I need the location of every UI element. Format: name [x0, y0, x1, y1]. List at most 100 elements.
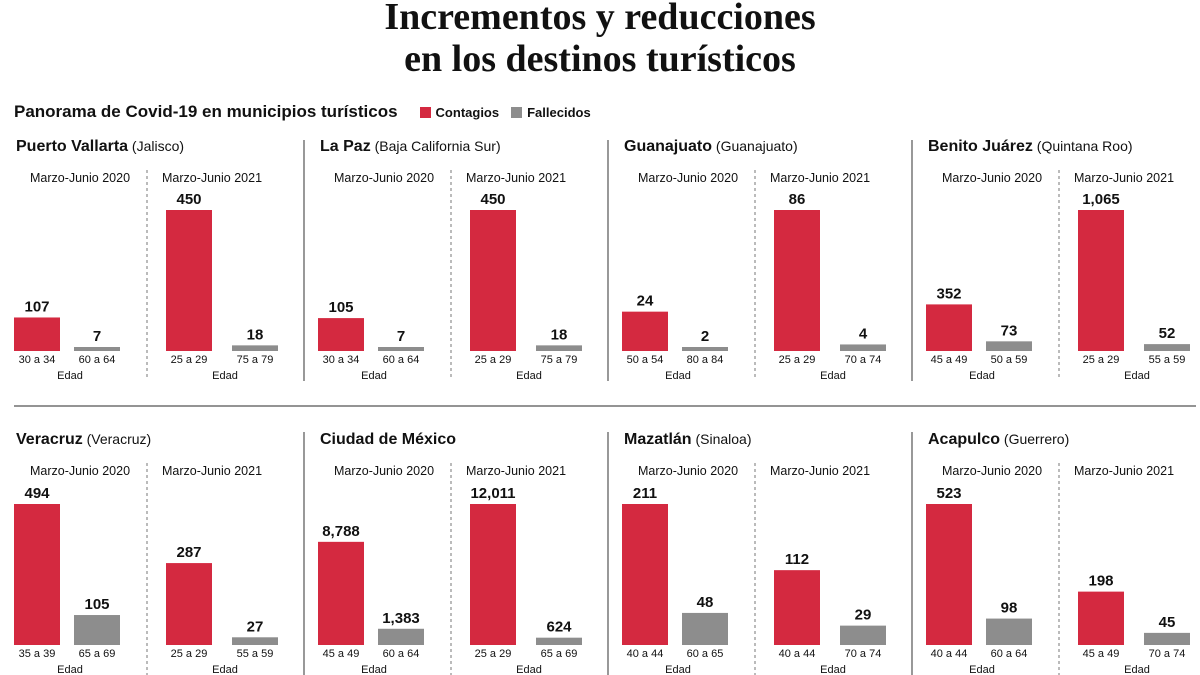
- bar-benito-juarez-1-fallecidos: [986, 341, 1032, 351]
- period-label-veracruz-1: Marzo-Junio 2020: [30, 464, 130, 478]
- bar-veracruz-1-contagios: [14, 504, 60, 645]
- axis-label-benito-juarez-2: Edad: [1124, 370, 1150, 382]
- city-title-ciudad-de-mexico: Ciudad de México: [320, 431, 456, 448]
- category-label-puerto-vallarta-2-contagios: 25 a 29: [171, 354, 208, 366]
- value-label-acapulco-1-contagios: 523: [936, 485, 961, 502]
- title-line-2: en los destinos turísticos: [404, 38, 796, 80]
- bar-la-paz-2-fallecidos: [536, 345, 582, 351]
- value-label-veracruz-2-fallecidos: 27: [247, 618, 264, 635]
- value-label-veracruz-1-contagios: 494: [24, 485, 50, 502]
- period-label-benito-juarez-2: Marzo-Junio 2021: [1074, 171, 1174, 185]
- value-label-guanajuato-1-contagios: 24: [637, 293, 654, 310]
- value-label-mazatlan-2-contagios: 112: [785, 551, 809, 568]
- value-label-la-paz-1-contagios: 105: [328, 299, 353, 316]
- bar-ciudad-de-mexico-1-fallecidos: [378, 628, 424, 645]
- state-name-la-paz: (Baja California Sur): [371, 138, 501, 154]
- bar-puerto-vallarta-1-fallecidos: [74, 347, 120, 351]
- axis-label-acapulco-2: Edad: [1124, 664, 1150, 675]
- bar-guanajuato-2-contagios: [774, 210, 820, 351]
- axis-label-puerto-vallarta-1: Edad: [57, 370, 83, 382]
- city-name-mazatlan: Mazatlán: [624, 431, 692, 448]
- category-label-puerto-vallarta-2-fallecidos: 75 a 79: [237, 354, 274, 366]
- city-name-acapulco: Acapulco: [928, 431, 1000, 448]
- legend-label-contagios: Contagios: [435, 104, 500, 120]
- axis-label-veracruz-2: Edad: [212, 664, 238, 675]
- bar-mazatlan-2-contagios: [774, 570, 820, 645]
- bar-mazatlan-2-fallecidos: [840, 625, 886, 645]
- category-label-ciudad-de-mexico-1-contagios: 45 a 49: [323, 648, 360, 660]
- legend-swatch-fallecidos: [511, 106, 523, 118]
- category-label-veracruz-1-contagios: 35 a 39: [19, 648, 56, 660]
- value-label-benito-juarez-2-fallecidos: 52: [1159, 325, 1176, 342]
- bar-veracruz-2-contagios: [166, 563, 212, 645]
- category-label-mazatlan-2-fallecidos: 70 a 74: [845, 648, 882, 660]
- category-label-ciudad-de-mexico-2-contagios: 25 a 29: [475, 648, 512, 660]
- value-label-guanajuato-2-fallecidos: 4: [859, 325, 868, 342]
- category-label-mazatlan-1-fallecidos: 60 a 65: [687, 648, 724, 660]
- axis-label-guanajuato-2: Edad: [820, 370, 846, 382]
- period-label-puerto-vallarta-2: Marzo-Junio 2021: [162, 171, 262, 185]
- bar-benito-juarez-2-fallecidos: [1144, 344, 1190, 351]
- value-label-guanajuato-1-fallecidos: 2: [701, 328, 709, 345]
- axis-label-guanajuato-1: Edad: [665, 370, 691, 382]
- value-label-ciudad-de-mexico-1-contagios: 8,788: [322, 523, 360, 540]
- value-label-guanajuato-2-contagios: 86: [789, 191, 806, 208]
- subtitle-row: Panorama de Covid-19 en municipios turís…: [14, 100, 603, 124]
- state-name-guanajuato: (Guanajuato): [712, 138, 798, 154]
- bar-acapulco-2-fallecidos: [1144, 632, 1190, 645]
- period-label-acapulco-1: Marzo-Junio 2020: [942, 464, 1042, 478]
- bar-guanajuato-1-fallecidos: [682, 347, 728, 351]
- city-title-la-paz: La Paz (Baja California Sur): [320, 138, 501, 155]
- bar-la-paz-1-contagios: [318, 318, 364, 351]
- period-label-guanajuato-2: Marzo-Junio 2021: [770, 171, 870, 185]
- axis-label-puerto-vallarta-2: Edad: [212, 370, 238, 382]
- state-name-mazatlan: (Sinaloa): [692, 431, 752, 447]
- category-label-mazatlan-1-contagios: 40 a 44: [627, 648, 664, 660]
- value-label-veracruz-1-fallecidos: 105: [84, 596, 109, 613]
- category-label-veracruz-1-fallecidos: 65 a 69: [79, 648, 116, 660]
- period-label-la-paz-2: Marzo-Junio 2021: [466, 171, 566, 185]
- bar-acapulco-1-contagios: [926, 504, 972, 645]
- value-label-puerto-vallarta-2-fallecidos: 18: [247, 326, 264, 343]
- city-title-guanajuato: Guanajuato (Guanajuato): [624, 138, 798, 155]
- bar-mazatlan-1-contagios: [622, 504, 668, 645]
- city-title-acapulco: Acapulco (Guerrero): [928, 431, 1069, 448]
- category-label-la-paz-2-contagios: 25 a 29: [475, 354, 512, 366]
- bar-puerto-vallarta-2-fallecidos: [232, 345, 278, 351]
- value-label-acapulco-1-fallecidos: 98: [1001, 600, 1018, 617]
- category-label-benito-juarez-2-contagios: 25 a 29: [1083, 354, 1120, 366]
- category-label-la-paz-1-fallecidos: 60 a 64: [383, 354, 420, 366]
- category-label-ciudad-de-mexico-1-fallecidos: 60 a 64: [383, 648, 420, 660]
- axis-label-veracruz-1: Edad: [57, 664, 83, 675]
- axis-label-benito-juarez-1: Edad: [969, 370, 995, 382]
- legend-swatch-contagios: [419, 106, 431, 118]
- chart-subtitle: Panorama de Covid-19 en municipios turís…: [14, 102, 398, 121]
- city-name-ciudad-de-mexico: Ciudad de México: [320, 431, 456, 448]
- legend-contagios: Contagios: [419, 104, 500, 120]
- bar-veracruz-2-fallecidos: [232, 637, 278, 645]
- period-label-acapulco-2: Marzo-Junio 2021: [1074, 464, 1174, 478]
- bar-acapulco-1-fallecidos: [986, 618, 1032, 645]
- value-label-mazatlan-1-fallecidos: 48: [697, 594, 714, 611]
- value-label-mazatlan-1-contagios: 211: [633, 485, 657, 502]
- bar-acapulco-2-contagios: [1078, 591, 1124, 645]
- axis-label-acapulco-1: Edad: [969, 664, 995, 675]
- value-label-la-paz-2-contagios: 450: [480, 191, 505, 208]
- value-label-benito-juarez-1-fallecidos: 73: [1001, 322, 1018, 339]
- city-name-veracruz: Veracruz: [16, 431, 83, 448]
- category-label-veracruz-2-fallecidos: 55 a 59: [237, 648, 274, 660]
- value-label-veracruz-2-contagios: 287: [176, 544, 201, 561]
- category-label-acapulco-1-contagios: 40 a 44: [931, 648, 968, 660]
- value-label-la-paz-1-fallecidos: 7: [397, 328, 405, 345]
- bar-ciudad-de-mexico-2-contagios: [470, 504, 516, 645]
- period-label-la-paz-1: Marzo-Junio 2020: [334, 171, 434, 185]
- axis-label-ciudad-de-mexico-1: Edad: [361, 664, 387, 675]
- category-label-acapulco-1-fallecidos: 60 a 64: [991, 648, 1028, 660]
- value-label-la-paz-2-fallecidos: 18: [551, 326, 568, 343]
- category-label-benito-juarez-2-fallecidos: 55 a 59: [1149, 354, 1186, 366]
- axis-label-la-paz-1: Edad: [361, 370, 387, 382]
- category-label-guanajuato-1-contagios: 50 a 54: [627, 354, 664, 366]
- value-label-ciudad-de-mexico-1-fallecidos: 1,383: [382, 610, 420, 627]
- city-title-mazatlan: Mazatlán (Sinaloa): [624, 431, 752, 448]
- category-label-guanajuato-2-contagios: 25 a 29: [779, 354, 816, 366]
